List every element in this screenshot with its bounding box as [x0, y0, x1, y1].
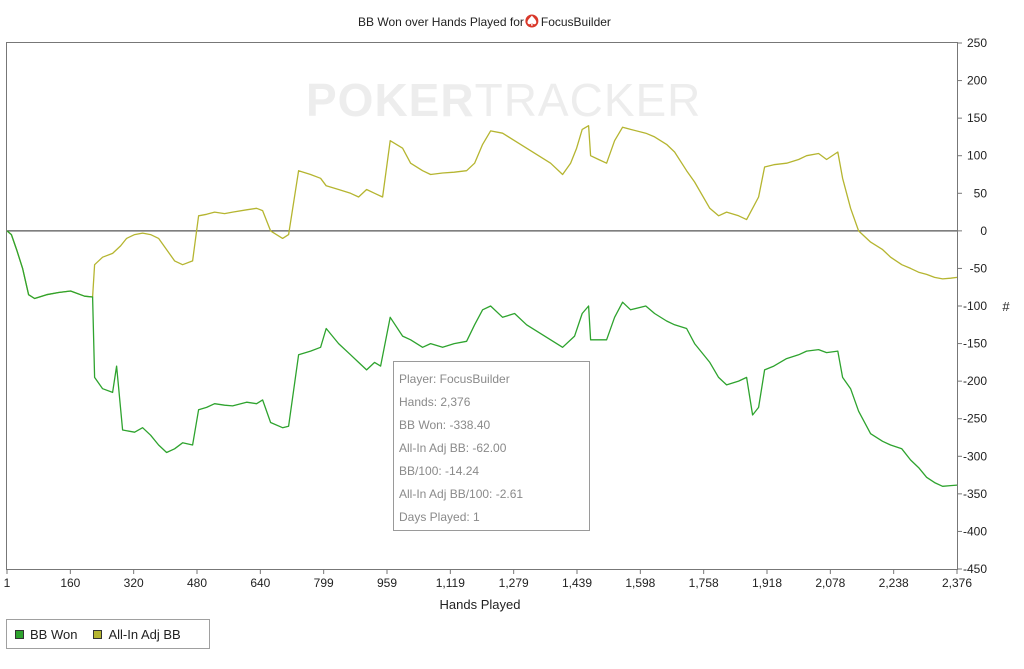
y-tick-label: 250 — [967, 36, 987, 50]
x-tick-label: 1,758 — [689, 576, 719, 590]
watermark-part2: TRACKER — [475, 74, 702, 126]
tooltip-days-played: Days Played: 1 — [399, 510, 480, 524]
x-tick-label: 160 — [60, 576, 80, 590]
x-tick-label: 640 — [250, 576, 270, 590]
x-tick-label: 480 — [187, 576, 207, 590]
chart-title-text: BB Won over Hands Played for — [358, 15, 524, 29]
x-tick-label: 1,119 — [436, 576, 465, 590]
y-tick-label: -400 — [963, 524, 987, 538]
y-tick-label: 50 — [974, 186, 988, 200]
legend-swatch-all-in-adj-bb — [93, 629, 103, 639]
legend-label-all-in-adj-bb: All-In Adj BB — [108, 626, 181, 642]
tooltip-hands: Hands: 2,376 — [399, 395, 471, 409]
y-tick-label: -350 — [963, 487, 987, 501]
y-tick-label: -150 — [963, 337, 987, 351]
x-tick-label: 320 — [124, 576, 144, 590]
watermark-part1: POKER — [306, 74, 475, 126]
spade-icon — [525, 14, 539, 28]
series-line-bb-won — [6, 230, 958, 487]
y-axis-label: # — [1002, 299, 1010, 314]
chart-title: BB Won over Hands Played for FocusBuilde… — [358, 14, 611, 29]
x-tick-label: 2,376 — [942, 576, 972, 590]
series-line-all-in-adj-bb — [6, 125, 958, 300]
y-tick-label: -300 — [963, 449, 987, 463]
y-tick-label: -50 — [970, 261, 988, 275]
y-tick-label: -200 — [963, 374, 987, 388]
tooltip-all-in-adj-bb: All-In Adj BB: -62.00 — [399, 441, 507, 455]
series-group — [6, 125, 958, 487]
stats-tooltip: Player: FocusBuilder Hands: 2,376 BB Won… — [393, 361, 590, 531]
y-axis: 250 200 150 100 50 0 -50 -100 -150 -200 -250 -300 -3… — [957, 36, 987, 576]
y-tick-label: -250 — [963, 412, 987, 426]
chart-player-name: FocusBuilder — [541, 15, 611, 29]
legend-label-bb-won: BB Won — [30, 626, 78, 642]
x-tick-label: 1,279 — [499, 576, 529, 590]
y-tick-label: 150 — [967, 111, 987, 125]
y-tick-label: 100 — [967, 149, 987, 163]
x-tick-label: 799 — [314, 576, 334, 590]
pokertracker-watermark: POKERTRACKER — [306, 74, 701, 126]
legend-swatch-bb-won — [15, 629, 24, 639]
tooltip-player: Player: FocusBuilder — [399, 372, 510, 386]
y-tick-label: 200 — [967, 74, 987, 88]
x-tick-label: 1,918 — [752, 576, 782, 590]
x-axis-label: Hands Played — [440, 597, 521, 612]
watermark-text: POKERTRACKER — [306, 74, 701, 126]
x-tick-label: 1,598 — [625, 576, 655, 590]
legend-item-all-in-adj-bb[interactable]: All-In Adj BB — [93, 626, 181, 642]
tooltip-all-in-adj-bb-per-100: All-In Adj BB/100: -2.61 — [399, 487, 524, 501]
y-tick-label: -100 — [963, 299, 987, 313]
tooltip-bb-per-100: BB/100: -14.24 — [399, 464, 480, 478]
x-tick-label: 2,078 — [815, 576, 845, 590]
x-tick-label: 959 — [377, 576, 397, 590]
chart-legend: BB Won All-In Adj BB — [6, 619, 210, 649]
y-tick-label: -450 — [963, 562, 987, 576]
x-tick-label: 1,439 — [562, 576, 592, 590]
y-tick-label: 0 — [980, 224, 987, 238]
x-tick-label: 1 — [4, 576, 11, 590]
x-axis: 1 160 320 480 640 799 959 1,119 1,279 1,439 1,598 1… — [4, 569, 972, 590]
tooltip-bb-won: BB Won: -338.40 — [399, 418, 491, 432]
x-tick-label: 2,238 — [879, 576, 909, 590]
legend-item-bb-won[interactable]: BB Won — [15, 627, 77, 642]
